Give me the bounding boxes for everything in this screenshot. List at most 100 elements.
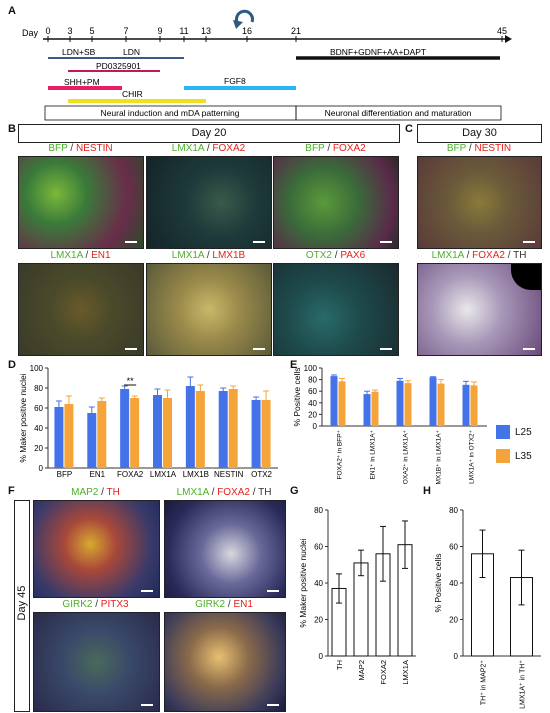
category-label: LMX1A — [401, 660, 410, 685]
label-part: / — [463, 250, 473, 261]
category-label: FOXA2⁺ LMX1A⁺ in TH⁺ — [519, 660, 527, 710]
label-part: LMX1A — [431, 250, 464, 261]
bar-label-pd0325901: PD0325901 — [96, 61, 141, 71]
y-axis-label: % Positive cells — [292, 367, 302, 426]
label-part: NESTIN — [75, 143, 113, 154]
label-part: / — [331, 250, 341, 261]
label-part: / — [92, 599, 101, 610]
label-part: LMX1B — [212, 250, 246, 261]
bar — [338, 381, 346, 426]
day-tick-label: 7 — [123, 26, 128, 36]
y-tick-label: 40 — [449, 579, 458, 588]
bar — [470, 385, 478, 426]
label-b4: LMX1A / EN1 — [18, 250, 143, 261]
bar — [261, 400, 271, 468]
micrograph-bfp-nestin — [18, 156, 144, 249]
label-part: / TH — [249, 487, 272, 498]
panel-label-a: A — [8, 5, 16, 17]
legend-swatch-l25 — [496, 425, 510, 439]
y-axis-label: % Positive cells — [433, 553, 443, 612]
label-part: LMX1A — [171, 143, 205, 154]
y-tick-label: 60 — [449, 543, 458, 552]
label-part: / — [204, 143, 213, 154]
label-part: / — [324, 143, 333, 154]
category-label: LMX1A⁺ in OTX2⁺ — [469, 430, 476, 484]
micrograph-girk2-en1 — [164, 612, 286, 712]
label-part: LMX1A — [171, 250, 205, 261]
label-part: / — [208, 487, 218, 498]
timeline-diagram: Day 0 3 5 7 9 11 13 16 21 45 LDN+SB LDN PD0325901… — [22, 9, 512, 121]
label-b6: OTX2 / PAX6 — [273, 250, 398, 261]
bar — [195, 391, 205, 468]
category-label: NESTIN — [214, 470, 244, 479]
category-label: OTX2 — [251, 470, 272, 479]
chart-e: 0 20 40 60 80 100% Positive cells FOXA2⁺ in BF… — [292, 364, 487, 484]
y-tick-label: 100 — [30, 364, 44, 373]
legend-label-l35: L35 — [515, 450, 532, 462]
category-label: EN1⁺ in LMX1A⁺ — [370, 430, 377, 480]
bar — [120, 389, 130, 468]
label-b2: LMX1A / FOXA2 — [146, 143, 271, 154]
chart-d: 0 20 40 60 80 100% Maker positive nuclei BFP EN… — [18, 364, 278, 479]
bar-label-shh-pm: SHH+PM — [64, 77, 100, 87]
category-label: TH⁺ in MAP2⁺ — [480, 660, 488, 705]
panel-c-header: Day 30 — [417, 124, 542, 143]
category-label: TH — [335, 660, 344, 670]
bar — [97, 401, 107, 468]
label-b3: BFP / FOXA2 — [273, 143, 398, 154]
significance-mark: ** — [127, 376, 135, 386]
bar — [185, 386, 195, 468]
label-part: LMX1A — [176, 487, 209, 498]
y-tick-label: 60 — [308, 387, 317, 396]
micrograph-c-lmx1a-foxa2-th — [417, 263, 542, 356]
y-tick-label: 60 — [34, 404, 43, 413]
label-part: / — [82, 250, 92, 261]
panel-b-header-text: Day 20 — [191, 127, 227, 139]
bar — [429, 377, 437, 426]
bar — [218, 391, 228, 468]
category-label: LMX1A — [150, 470, 177, 479]
day-tick-label: 11 — [179, 26, 188, 36]
category-label: FOXA2 — [379, 660, 388, 685]
label-f1: MAP2 / TH — [33, 487, 158, 498]
label-part: EN1 — [233, 599, 253, 610]
phase-label-maturation: Neuronal differentiation and maturation — [325, 108, 472, 118]
label-b5: LMX1A / LMX1B — [146, 250, 271, 261]
day-tick-label: 45 — [497, 26, 507, 36]
bar — [251, 400, 261, 468]
bar — [163, 398, 172, 468]
day-tick-label: 5 — [89, 26, 94, 36]
panel-b-header: Day 20 — [18, 124, 400, 143]
bar-label-ldn: LDN — [123, 47, 140, 57]
legend-swatch-l35 — [496, 449, 510, 463]
label-c1: BFP / NESTIN — [417, 143, 541, 154]
bar — [228, 389, 238, 468]
label-part: / — [225, 599, 234, 610]
label-part: GIRK2 — [62, 599, 93, 610]
label-part: TH — [106, 487, 120, 498]
label-part: PAX6 — [340, 250, 366, 261]
bar — [130, 398, 140, 468]
y-tick-label: 0 — [313, 422, 318, 431]
micrograph-bfp-foxa2 — [273, 156, 399, 249]
panel-label-e: E — [290, 359, 298, 371]
category-label: BFP — [57, 470, 73, 479]
category-label: LMX1B⁺ in LMX1A⁺ — [436, 430, 443, 484]
label-b1: BFP / NESTIN — [18, 143, 143, 154]
category-label: EN1 — [90, 470, 106, 479]
label-part: BFP — [446, 143, 467, 154]
bar — [153, 395, 162, 468]
y-tick-label: 0 — [454, 652, 459, 661]
category-label: FOXA2⁺ in BFP⁺ — [337, 430, 344, 480]
category-label: LMX1B — [183, 470, 209, 479]
micrograph-otx2-pax6 — [273, 263, 399, 356]
label-part: MAP2 — [71, 487, 99, 498]
panel-label-c: C — [405, 123, 413, 135]
label-part: / — [98, 487, 107, 498]
label-part: EN1 — [91, 250, 111, 261]
label-f4: GIRK2 / EN1 — [164, 599, 284, 610]
y-tick-label: 20 — [314, 616, 323, 625]
replating-arrow-icon — [233, 9, 254, 29]
bar-label-bdnf-gdnf: BDNF+GDNF+AA+DAPT — [330, 47, 426, 57]
bar — [437, 383, 445, 426]
